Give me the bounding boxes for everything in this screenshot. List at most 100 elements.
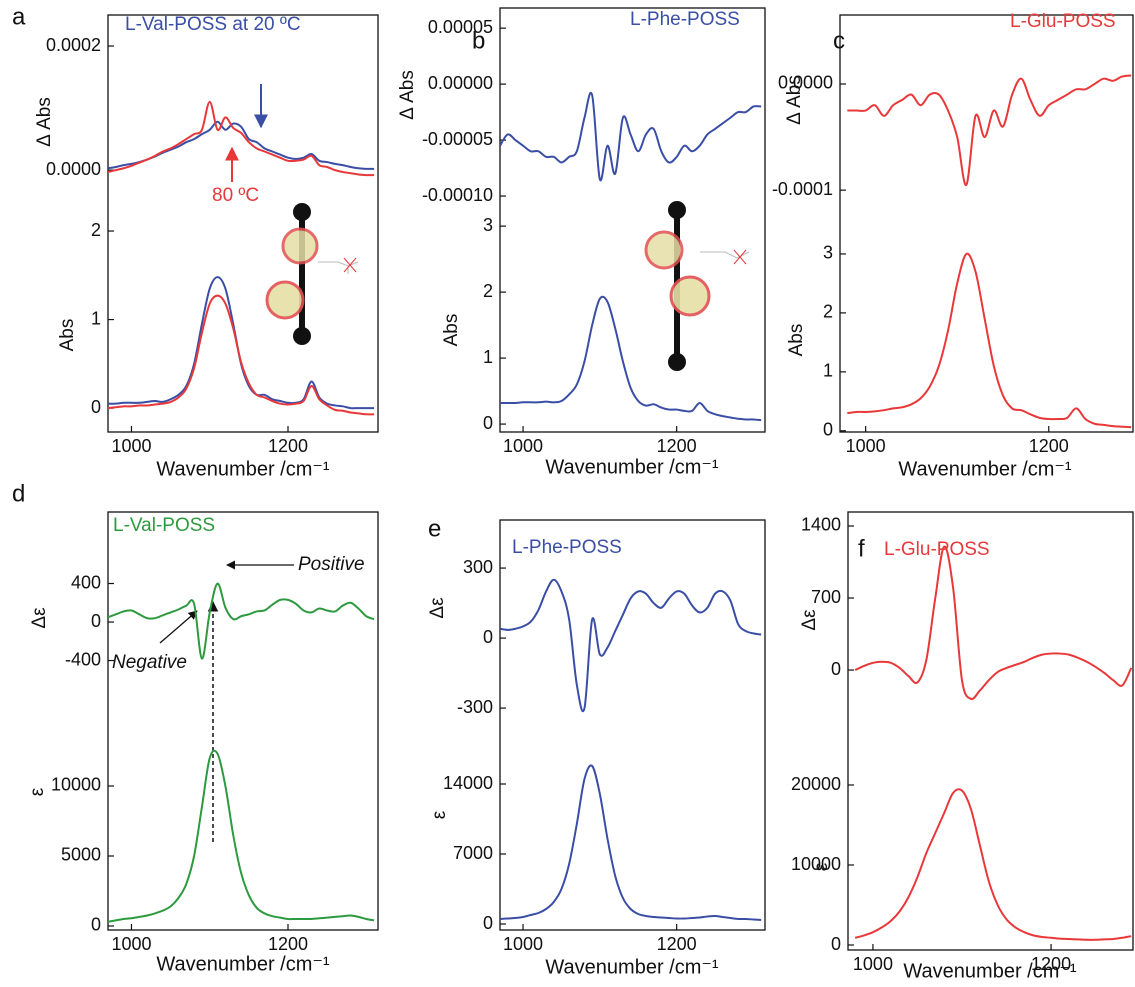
y-tick-label: 0: [483, 913, 493, 933]
y-tick-label: 0: [91, 397, 101, 417]
y-tick-label: 5000: [61, 845, 101, 865]
plot-area: [847, 74, 1132, 186]
y-tick-label: 0.0000: [46, 159, 101, 179]
series-label: L-Glu-POSS: [1010, 11, 1116, 32]
y-tick-label: 1: [483, 347, 493, 367]
x-tick-label: 1000: [503, 436, 543, 456]
x-tick-label: 1000: [111, 934, 151, 954]
series-label: L-Val-POSS: [113, 515, 215, 536]
x-axis-label: Wavenumber /cm⁻¹: [156, 953, 330, 975]
plot-area: [500, 91, 762, 182]
series-line: [108, 120, 375, 170]
series-line: [108, 276, 375, 410]
y-axis-label: Δ Abs: [784, 75, 805, 125]
series-line: [854, 788, 1132, 941]
y-tick-label: 0: [831, 659, 841, 679]
y-tick-label: 0.00005: [428, 17, 493, 37]
y-tick-label: 300: [463, 557, 493, 577]
y-tick-label: 20000: [791, 774, 841, 794]
series-line: [108, 749, 375, 923]
y-tick-label: 2: [823, 302, 833, 322]
y-tick-label: 0: [831, 934, 841, 954]
plot-area: [108, 749, 375, 923]
x-tick-label: 1000: [503, 934, 543, 954]
series-line: [847, 74, 1132, 186]
series-line: [500, 295, 762, 422]
x-tick-label: 1200: [657, 436, 697, 456]
plot-area: [854, 788, 1132, 941]
molecule-a: [265, 203, 359, 345]
plot-area: [108, 100, 375, 177]
y-tick-label: 700: [811, 587, 841, 607]
plot-area: [500, 578, 762, 713]
x-tick-label: 1000: [853, 954, 893, 974]
y-tick-label: 3: [823, 243, 833, 263]
series-line: [108, 582, 375, 660]
plot-frame: [499, 519, 766, 931]
series-label: L-Phe-POSS: [512, 537, 622, 558]
panel-letter: d: [12, 480, 25, 507]
panel-letter: e: [428, 515, 441, 542]
plot-area: [847, 252, 1132, 429]
x-tick-label: 1200: [1031, 954, 1071, 974]
series-line: [108, 294, 375, 416]
y-tick-label: -0.00005: [422, 129, 493, 149]
plot-frame: [839, 14, 1134, 433]
plot-area: [500, 295, 762, 422]
y-axis-label: Δ Abs: [397, 70, 418, 120]
y-tick-label: 0.00000: [428, 73, 493, 93]
series-line: [500, 578, 762, 713]
series-line: [847, 252, 1132, 429]
series-label: L-Phe-POSS: [630, 9, 740, 30]
y-tick-label: 0: [483, 627, 493, 647]
y-axis-label: Abs: [786, 324, 807, 357]
y-axis-label: Δ Abs: [34, 97, 55, 147]
x-tick-label: 1200: [268, 436, 308, 456]
y-tick-label: 0: [483, 413, 493, 433]
series-label: L-Val-POSS at 20 ºC: [125, 14, 301, 35]
plot-area: [108, 276, 375, 416]
y-tick-label: 14000: [443, 773, 493, 793]
y-tick-label: 400: [71, 572, 101, 592]
y-axis-label: Δε: [29, 607, 50, 629]
y-tick-label: -300: [457, 697, 493, 717]
y-tick-label: 3: [483, 215, 493, 235]
series-label: L-Glu-POSS: [884, 539, 990, 560]
y-tick-label: 1400: [801, 515, 841, 535]
x-axis-label: Wavenumber /cm⁻¹: [545, 456, 719, 478]
y-axis-label: Abs: [441, 314, 462, 347]
annotation: Negative: [112, 652, 187, 673]
plot-frame: [107, 511, 379, 931]
plot-area: [500, 764, 762, 921]
x-tick-label: 1000: [846, 436, 886, 456]
y-tick-label: 1: [823, 361, 833, 381]
plot-frame: [499, 7, 766, 433]
y-tick-label: 0.0002: [46, 35, 101, 55]
y-axis-label: ε: [27, 787, 48, 796]
x-axis-label: Wavenumber /cm⁻¹: [545, 956, 719, 978]
x-tick-label: 1200: [657, 934, 697, 954]
series-line: [500, 91, 762, 182]
y-tick-label: 10000: [51, 775, 101, 795]
y-axis-label: ε: [429, 810, 450, 819]
y-axis-label: Δε: [799, 609, 820, 631]
panel-letter: c: [833, 27, 845, 54]
y-tick-label: 2: [91, 220, 101, 240]
x-tick-label: 1000: [111, 436, 151, 456]
plot-area: [854, 545, 1133, 701]
y-axis-label: Abs: [57, 319, 78, 352]
y-tick-label: 7000: [453, 843, 493, 863]
plot-frame: [847, 511, 1134, 951]
y-tick-label: 2: [483, 281, 493, 301]
y-tick-label: 10000: [791, 854, 841, 874]
panel-letter: b: [472, 27, 485, 54]
series-line: [108, 100, 375, 177]
panel-letter: f: [858, 535, 865, 562]
plot-area: [108, 582, 375, 660]
y-tick-label: -0.00010: [422, 185, 493, 205]
series-label: 80 ºC: [212, 185, 259, 206]
x-tick-label: 1200: [1029, 436, 1069, 456]
x-tick-label: 1200: [268, 934, 308, 954]
